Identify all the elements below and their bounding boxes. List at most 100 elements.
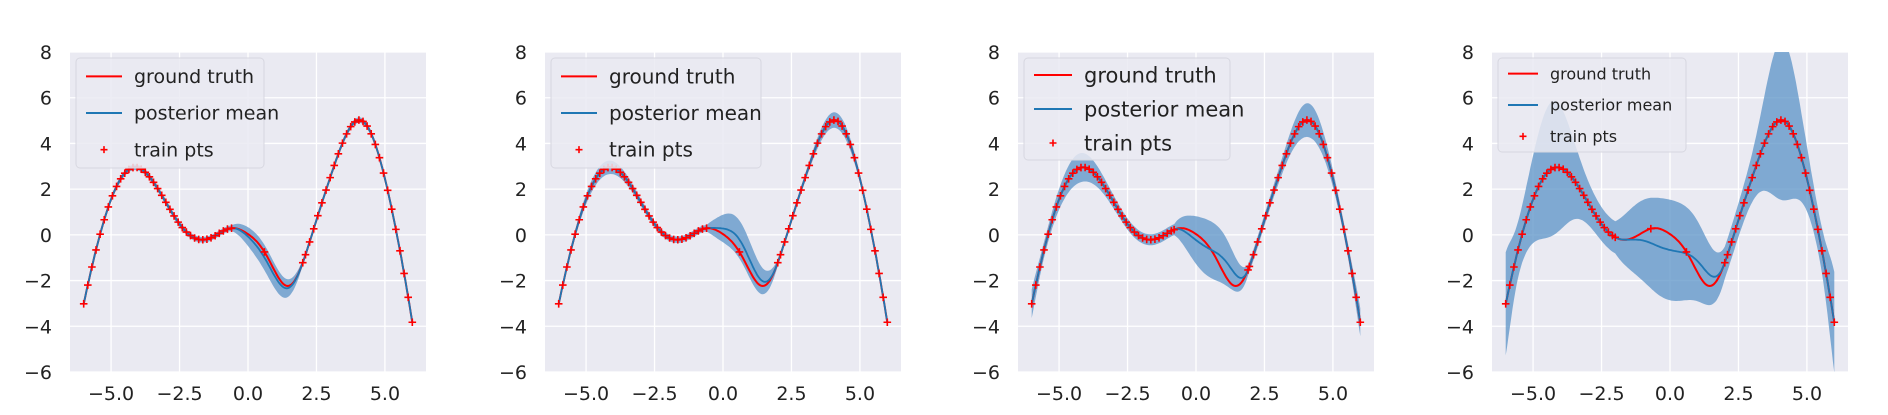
- legend: ground truth posterior mean train pts: [1497, 57, 1687, 153]
- x-tick-label: −2.5: [1104, 383, 1150, 405]
- train-point: [1245, 262, 1254, 271]
- train-point: [821, 122, 830, 131]
- train-point: [1736, 211, 1744, 220]
- train-point: [809, 150, 818, 158]
- train-point: [84, 281, 92, 289]
- train-point: [1647, 224, 1655, 233]
- y-tick-label: −4: [24, 316, 52, 338]
- legend-ground-truth: ground truth: [1550, 64, 1651, 83]
- train-point: [96, 230, 104, 238]
- train-point: [1027, 299, 1036, 308]
- y-tick-label: −4: [972, 316, 1000, 338]
- train-point: [858, 186, 867, 195]
- train-point: [1335, 205, 1344, 213]
- train-point: [1826, 293, 1834, 302]
- train-point: [1740, 198, 1748, 207]
- train-point: [1073, 165, 1081, 174]
- train-point: [1085, 165, 1093, 173]
- y-tick-label: 0: [40, 225, 52, 247]
- x-tick-label: 2.5: [301, 383, 331, 405]
- train-point: [1159, 231, 1167, 240]
- train-point: [1352, 293, 1360, 302]
- train-point: [1522, 215, 1531, 224]
- legend-train-pts: train pts: [134, 139, 214, 161]
- train-point: [207, 233, 215, 242]
- x-tick-label: 5.0: [845, 383, 875, 405]
- train-point: [1052, 203, 1061, 211]
- y-tick-label: 2: [40, 179, 52, 201]
- train-point: [178, 223, 187, 232]
- train-point: [100, 215, 109, 224]
- legend: ground truth posterior mean train pts: [75, 57, 279, 169]
- y-tick-label: 4: [1462, 133, 1474, 155]
- train-point: [1114, 205, 1122, 214]
- x-tick-label: 0.0: [708, 383, 738, 405]
- train-point: [773, 258, 782, 267]
- train-point: [1340, 225, 1348, 234]
- train-point: [1126, 223, 1135, 232]
- train-point: [1596, 218, 1604, 226]
- train-point: [1682, 248, 1691, 256]
- x-tick-label: 5.0: [1792, 383, 1822, 405]
- train-point: [1514, 246, 1522, 254]
- train-point: [1044, 230, 1052, 238]
- y-tick-label: 8: [515, 42, 527, 64]
- train-point: [805, 161, 814, 170]
- train-point: [867, 225, 875, 234]
- train-point: [367, 129, 376, 138]
- train-point: [1348, 269, 1356, 278]
- train-point: [1151, 235, 1159, 243]
- train-point: [1830, 318, 1839, 327]
- train-point: [1760, 139, 1769, 147]
- y-tick-label: 4: [988, 133, 1000, 155]
- train-point: [1752, 161, 1761, 170]
- y-tick-label: 2: [515, 179, 527, 201]
- train-point: [174, 218, 182, 226]
- train-point: [1501, 299, 1510, 308]
- train-point: [801, 173, 809, 182]
- y-tick-label: −4: [1446, 316, 1474, 338]
- train-point: [1547, 165, 1555, 174]
- train-point: [1093, 172, 1102, 181]
- y-tick-label: 8: [40, 42, 52, 64]
- train-point: [628, 184, 637, 193]
- train-point: [1294, 122, 1303, 131]
- x-tick-label: 0.0: [233, 383, 263, 405]
- train-points: [1027, 116, 1365, 327]
- confidence-band: [558, 112, 888, 326]
- train-point: [1253, 238, 1262, 246]
- x-tick-label: −5.0: [88, 383, 134, 405]
- train-point: [1579, 191, 1588, 200]
- train-point: [1748, 173, 1756, 182]
- legend-train-pts-marker: [1049, 139, 1057, 147]
- train-point: [260, 248, 269, 256]
- x-tick-label: 0.0: [1181, 383, 1211, 405]
- train-point: [145, 172, 154, 181]
- train-point: [309, 224, 318, 233]
- y-tick-label: 0: [515, 225, 527, 247]
- train-point: [616, 168, 625, 177]
- train-point: [1506, 281, 1514, 289]
- train-point: [657, 228, 666, 236]
- train-point: [338, 139, 347, 147]
- y-tick-label: −6: [24, 362, 52, 384]
- train-point: [686, 231, 694, 240]
- train-point: [1244, 266, 1252, 274]
- train-point: [305, 238, 314, 246]
- train-point: [554, 299, 563, 308]
- train-point: [355, 116, 363, 124]
- train-point: [1793, 140, 1802, 149]
- train-point: [1097, 178, 1106, 187]
- legend-train-pts: train pts: [1084, 131, 1172, 155]
- train-point: [301, 250, 310, 259]
- train-point: [1290, 130, 1299, 138]
- train-point: [1249, 250, 1258, 259]
- train-point: [1068, 169, 1077, 177]
- y-tick-label: 8: [988, 42, 1000, 64]
- train-point: [1262, 211, 1270, 220]
- train-point: [392, 225, 400, 234]
- train-point: [1777, 116, 1785, 124]
- train-point: [661, 231, 670, 240]
- legend-posterior-mean: posterior mean: [609, 101, 762, 125]
